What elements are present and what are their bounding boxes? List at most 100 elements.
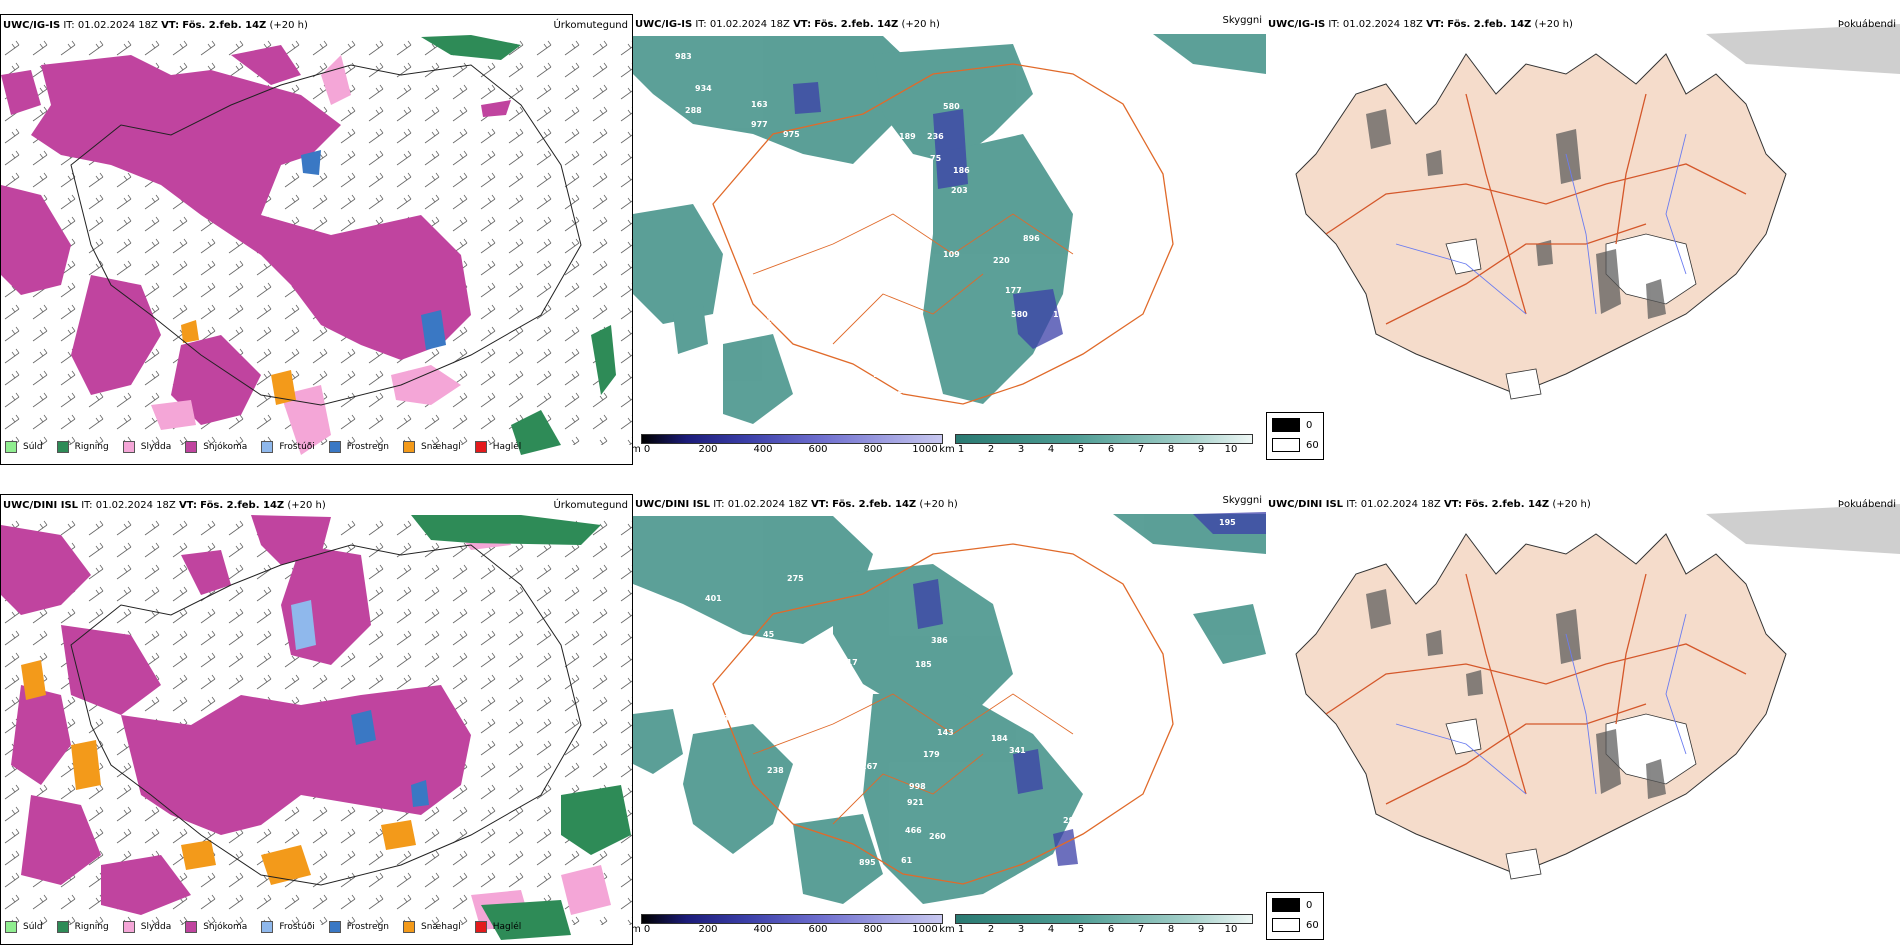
- legend-swatch: [122, 441, 135, 453]
- cloud-scale-m: m 0 200 400 600 800 1000: [633, 434, 943, 458]
- scale-bar-km: [955, 914, 1253, 924]
- cloud-label: 239: [809, 750, 826, 759]
- cloud-label: 476: [815, 646, 832, 655]
- cloud-label: 983: [675, 52, 692, 61]
- sleet-areas: [151, 55, 461, 455]
- cloud-label: 998: [909, 782, 926, 791]
- cloud-label: 116: [873, 370, 890, 379]
- frzrain-areas: [301, 150, 446, 350]
- cloud-label: 220: [833, 730, 850, 739]
- cloud-label: 189: [899, 132, 916, 141]
- cloud-label: 921: [911, 180, 928, 189]
- cloud-map-row2: [633, 512, 1266, 904]
- cloud-label: 580: [1011, 310, 1028, 319]
- cloud-label: 186: [953, 166, 970, 175]
- scale-tick: 4: [1047, 444, 1055, 455]
- scale-tick: 5: [1077, 924, 1085, 935]
- cloud-label: 476: [775, 718, 792, 727]
- cloud-label: 986: [819, 700, 836, 709]
- legend-item: Rigning: [56, 440, 109, 454]
- fog-swatch-high: [1272, 898, 1300, 912]
- cloud-label: 184: [815, 174, 832, 183]
- low-cloud-areas: [793, 82, 1063, 349]
- scale-bar-m: [641, 914, 943, 924]
- rain-areas: [421, 35, 616, 455]
- fog-map-row2: [1295, 504, 1900, 880]
- cloud-label: 238: [767, 766, 784, 775]
- fog-swatch-high: [1272, 418, 1300, 432]
- scale-tick: 400: [753, 444, 773, 455]
- scale-unit: km: [939, 444, 955, 455]
- legend-item: Snjókoma: [185, 440, 247, 454]
- cloud-label: 28: [883, 158, 895, 167]
- cloud-panel-row1: UWC/IG-IS IT: 01.02.2024 18Z VT: Fös. 2.…: [633, 14, 1266, 465]
- legend-swatch: [261, 441, 274, 453]
- cloud-label: 222: [843, 169, 860, 178]
- cloud-label: 302: [703, 128, 720, 137]
- fog-spots: [1366, 24, 1900, 319]
- cloud-label: 61: [901, 856, 913, 865]
- scale-tick: 400: [753, 924, 773, 935]
- cloud-label: 143: [937, 728, 954, 737]
- fog-map-row1: [1295, 24, 1900, 400]
- legend-item: Súld: [5, 440, 43, 454]
- precip-header-row1: UWC/IG-IS IT: 01.02.2024 18Z VT: Fös. 2.…: [3, 20, 628, 31]
- fog-swatch-low: [1272, 918, 1300, 932]
- cloud-title: Skyggni: [1222, 15, 1262, 26]
- legend-swatch: [328, 921, 341, 933]
- scale-tick: 10: [1224, 924, 1238, 935]
- legend-item: Snæhagl: [403, 440, 461, 454]
- legend-swatch: [185, 441, 198, 453]
- cloud-label: 27: [1059, 336, 1071, 345]
- frzrain-areas: [351, 710, 429, 807]
- scale-tick: 9: [1197, 444, 1205, 455]
- fog-spots: [1366, 504, 1900, 799]
- cloud-label: 416: [835, 750, 852, 759]
- scale-bar-km: [955, 434, 1253, 444]
- legend-swatch: [122, 921, 135, 933]
- precip-map-row2: [1, 515, 632, 940]
- scale-tick: 800: [863, 444, 883, 455]
- cloud-label: 896: [1023, 234, 1040, 243]
- cloud-label: 517: [841, 658, 858, 667]
- scale-tick: 2: [987, 444, 995, 455]
- legend-item: Snjókoma: [185, 920, 247, 934]
- fog-legend-low: 60: [1272, 918, 1319, 932]
- frzdrizzle-areas: [291, 600, 316, 650]
- precip-title: Úrkomutegund: [553, 20, 628, 31]
- cloud-label: 267: [861, 762, 878, 771]
- legend-item: Haglél: [474, 920, 521, 934]
- legend-item: Snæhagl: [403, 920, 461, 934]
- precip-header-row2: UWC/DINI ISL IT: 01.02.2024 18Z VT: Fös.…: [3, 500, 628, 511]
- cloud-label: 203: [951, 186, 968, 195]
- scale-tick: 0: [643, 444, 651, 455]
- scale-tick: 8: [1167, 924, 1175, 935]
- legend-swatch: [56, 441, 69, 453]
- pellet-areas: [21, 660, 416, 885]
- low-cloud-areas: [913, 512, 1266, 866]
- scale-tick: 1000: [912, 924, 938, 935]
- scale-tick: 7: [1137, 924, 1145, 935]
- scale-tick: 1: [957, 444, 965, 455]
- cloud-header-row1: UWC/IG-IS IT: 01.02.2024 18Z VT: Fös. 2.…: [635, 15, 1262, 30]
- fog-header-row2: UWC/DINI ISL IT: 01.02.2024 18Z VT: Fös.…: [1268, 499, 1896, 510]
- precip-legend-row1: Súld Rigning Slydda Snjókoma Frostúði Fr…: [5, 440, 521, 454]
- fog-legend-row1: 0 60: [1266, 412, 1324, 460]
- scale-tick: 5: [1077, 444, 1085, 455]
- scale-tick: 3: [1017, 444, 1025, 455]
- legend-item: Frostúði: [261, 920, 315, 934]
- legend-item: Frostúði: [261, 440, 315, 454]
- legend-swatch: [5, 921, 17, 933]
- cloud-label: 308: [723, 714, 740, 723]
- scale-unit: m: [633, 924, 641, 935]
- cloud-label: 220: [993, 256, 1010, 265]
- cloud-title: Skyggni: [1222, 495, 1262, 506]
- scale-tick: 3: [1017, 924, 1025, 935]
- cloud-label: 29: [1063, 816, 1075, 825]
- cloud-label: 45: [763, 630, 775, 639]
- precip-legend-row2: Súld Rigning Slydda Snjókoma Frostúði Fr…: [5, 920, 521, 934]
- scale-tick: 800: [863, 924, 883, 935]
- legend-item: Haglél: [474, 440, 521, 454]
- precip-panel-row2: UWC/DINI ISL IT: 01.02.2024 18Z VT: Fös.…: [0, 494, 633, 945]
- legend-item: Rigning: [56, 920, 109, 934]
